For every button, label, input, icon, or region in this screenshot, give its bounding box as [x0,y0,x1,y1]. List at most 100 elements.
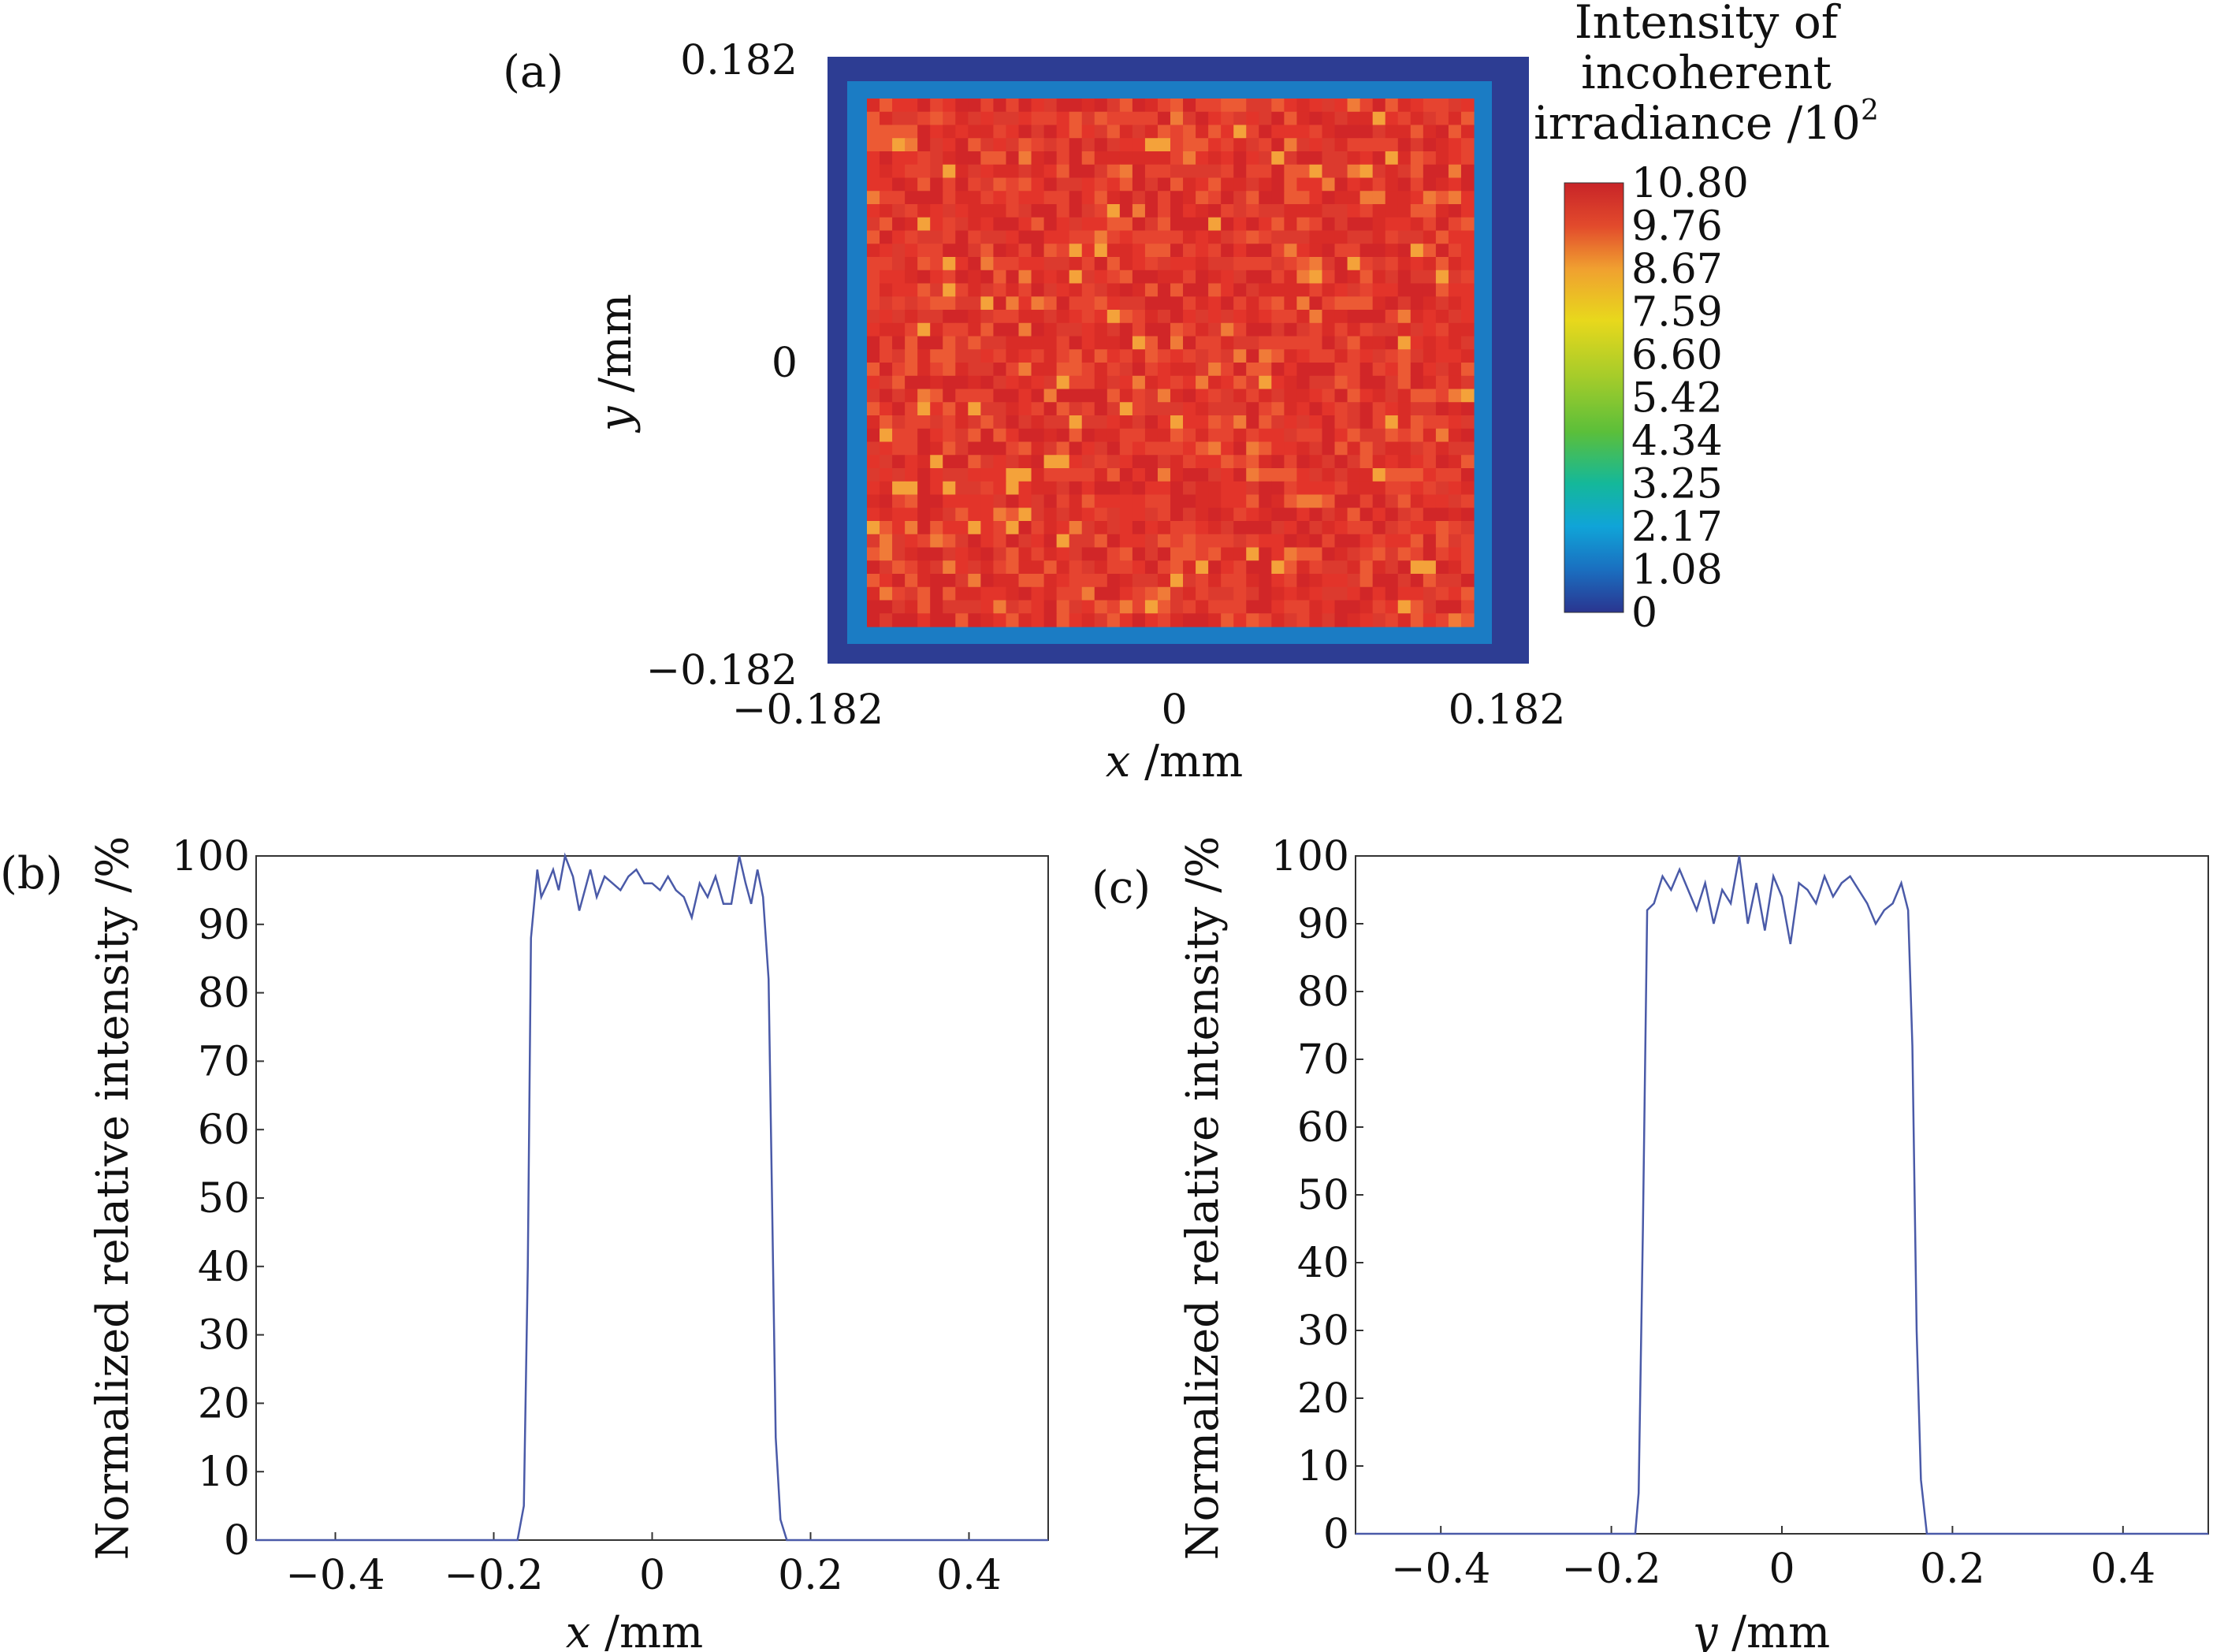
heatmap-cell [1435,375,1449,390]
heatmap-cell [1359,151,1374,166]
heatmap-cell [1081,244,1095,258]
heatmap-cell [1018,322,1032,337]
heatmap-cell [930,177,943,192]
heatmap-cell [880,455,893,469]
heatmap-cell [1031,455,1045,469]
heatmap-cell [968,191,981,205]
y-tick-label: 10 [1297,1443,1349,1490]
heatmap-cell [1309,244,1323,258]
heatmap-cell [1271,138,1285,152]
heatmap-cell [1208,111,1222,126]
heatmap-cell [1006,375,1020,390]
heatmap-cell [1183,244,1196,258]
heatmap-cell [1081,415,1095,430]
heatmap-cell [1296,244,1311,258]
heatmap-cell [1309,164,1323,179]
heatmap-cell [1296,600,1311,614]
heatmap-cell [1410,111,1424,126]
heatmap-cell [917,204,931,218]
heatmap-cell [1271,111,1285,126]
heatmap-cell [917,455,931,469]
heatmap-cell [1460,230,1475,244]
heatmap-cell [1347,204,1361,218]
heatmap-cell [1106,534,1121,549]
heatmap-cell [1385,164,1399,179]
heatmap-cell [1372,363,1386,377]
heatmap-cell [1144,138,1159,152]
heatmap-cell [1144,468,1159,482]
heatmap-cell [1385,257,1399,271]
heatmap-cell [1196,270,1209,285]
heatmap-cell [1119,363,1133,377]
heatmap-cell [1196,336,1209,350]
heatmap-cell [1435,560,1449,575]
heatmap-cell [1157,322,1171,337]
heatmap-cell [1157,481,1171,496]
heatmap-cell [1170,534,1184,549]
heatmap-cell [1043,521,1058,535]
heatmap-cell [1347,481,1361,496]
heatmap-cell [1423,560,1437,575]
heatmap-cell [1018,151,1032,166]
heatmap-cell [1334,125,1348,139]
heatmap-cell [1170,547,1184,561]
heatmap-cell [1410,534,1424,549]
panel-b-xlabel: x /mm [566,1607,703,1652]
heatmap-cell [1043,375,1058,390]
heatmap-cell [1183,428,1196,443]
heatmap-cell [1423,111,1437,126]
heatmap-cell [892,336,906,350]
heatmap-cell [1106,508,1121,522]
heatmap-cell [1056,336,1070,350]
heatmap-cell [1359,547,1374,561]
heatmap-cell [1006,468,1020,482]
heatmap-cell [1435,177,1449,192]
heatmap-cell [943,521,956,535]
heatmap-cell [1410,455,1424,469]
heatmap-cell [1259,217,1272,232]
heatmap-cell [930,138,943,152]
heatmap-cell [905,402,918,416]
heatmap-cell [1006,508,1020,522]
heatmap-cell [980,257,995,271]
heatmap-cell [1296,363,1311,377]
heatmap-cell [1043,481,1058,496]
heatmap-cell [1081,363,1095,377]
heatmap-cell [1233,508,1247,522]
heatmap-cell [1347,111,1361,126]
heatmap-cell [1246,560,1259,575]
y-tick-label: 40 [198,1244,250,1291]
heatmap-cell [1221,481,1234,496]
heatmap-cell [1284,322,1298,337]
heatmap-cell [993,375,1007,390]
heatmap-cell [905,586,918,601]
heatmap-cell [880,296,893,311]
heatmap-cell [1271,164,1285,179]
heatmap-cell [1018,244,1032,258]
heatmap-cell [930,534,943,549]
heatmap-cell [1031,508,1045,522]
heatmap-cell [905,455,918,469]
heatmap-cell [1208,244,1222,258]
heatmap-cell [1296,586,1311,601]
heatmap-cell [892,415,906,430]
heatmap-cell [1372,204,1386,218]
heatmap-cell [1460,508,1475,522]
heatmap-cell [1006,428,1020,443]
heatmap-cell [1170,270,1184,285]
heatmap-cell [1309,177,1323,192]
heatmap-cell [1460,283,1475,297]
panel-c-frame [1355,855,2209,1535]
heatmap-cell [1157,270,1171,285]
heatmap-cell [980,481,995,496]
heatmap-cell [1132,125,1146,139]
heatmap-cell [1423,283,1437,297]
heatmap-cell [905,574,918,588]
heatmap-cell [892,204,906,218]
heatmap-cell [1284,574,1298,588]
heatmap-cell [1397,441,1411,456]
heatmap-cell [1359,164,1374,179]
heatmap-cell [1018,613,1032,627]
heatmap-cell [892,428,906,443]
